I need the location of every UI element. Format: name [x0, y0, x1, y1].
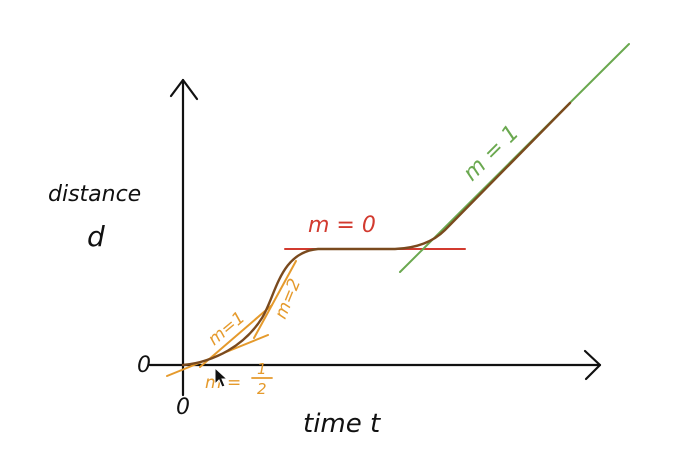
- y-axis-label-distance: distance: [48, 182, 141, 207]
- distance-curve: [181, 101, 572, 367]
- slope-label-m-half-denominator: 2: [257, 380, 267, 398]
- origin-label-x: 0: [176, 395, 190, 420]
- slope-label-m0: m = 0: [308, 213, 376, 238]
- tangent-line-m2: [253, 260, 297, 339]
- origin-label-y: 0: [137, 353, 151, 378]
- x-axis-arrowhead: [583, 349, 602, 381]
- tangent-line-m1-orange: [199, 304, 273, 368]
- x-axis-label-time: time t: [303, 409, 381, 439]
- slope-label-m-half-numerator: 1: [257, 360, 267, 378]
- y-axis-label-d: d: [87, 220, 105, 253]
- slope-label-m1-green: m = 1: [459, 121, 525, 187]
- y-axis-arrowhead: [169, 78, 199, 101]
- axes: [148, 78, 602, 397]
- mouse-cursor-icon: [214, 366, 229, 388]
